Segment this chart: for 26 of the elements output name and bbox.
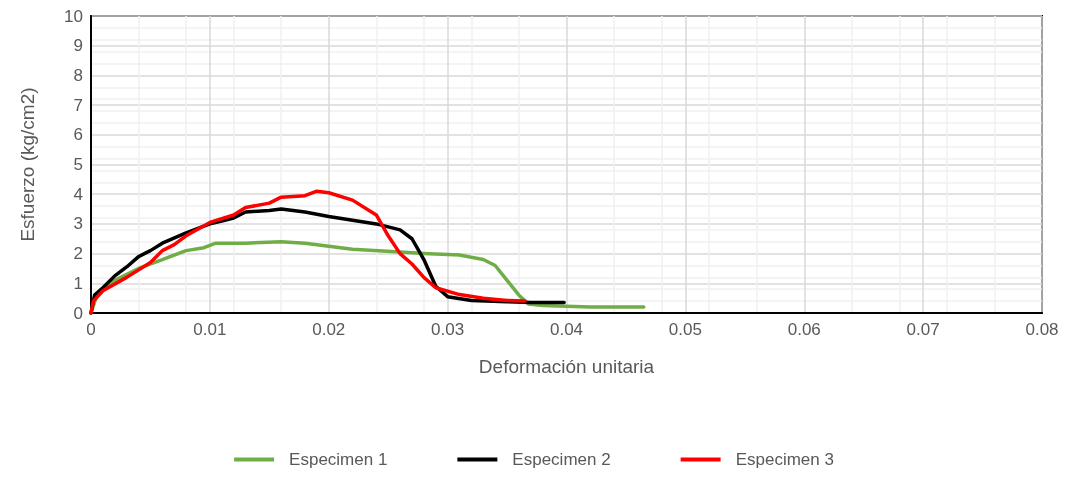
x-axis-title: Deformación unitaria: [478, 356, 655, 377]
x-tick-label: 0.01: [193, 320, 227, 339]
x-tick-label: 0.02: [312, 320, 346, 339]
x-tick-label: 0.05: [668, 320, 702, 339]
y-tick-label: 3: [73, 214, 83, 234]
x-tick-label: 0.06: [787, 320, 821, 339]
y-tick-label: 0: [73, 303, 83, 323]
x-tick-label: 0: [86, 320, 96, 339]
y-tick-label: 5: [73, 155, 83, 174]
y-tick-label: 1: [73, 273, 83, 293]
y-tick-label: 6: [73, 125, 83, 145]
y-tick-label: 2: [73, 244, 83, 264]
y-axis-title: Esfuerzo (kg/cm2): [17, 87, 38, 242]
y-tick-label: 7: [73, 95, 83, 115]
legend-label: Especimen 1: [289, 450, 388, 469]
x-tick-label: 0.03: [431, 320, 465, 339]
x-tick-label: 0.04: [549, 320, 584, 339]
x-tick-label: 0.08: [1025, 320, 1059, 339]
y-tick-label: 9: [73, 36, 83, 56]
y-tick-label: 4: [73, 184, 83, 204]
y-tick-label: 10: [64, 6, 83, 26]
legend-label: Especimen 2: [512, 450, 611, 469]
legend-label: Especimen 3: [735, 450, 834, 469]
line-series: [89, 189, 527, 315]
x-tick-label: 0.07: [906, 320, 940, 339]
y-tick-label: 8: [73, 65, 83, 85]
